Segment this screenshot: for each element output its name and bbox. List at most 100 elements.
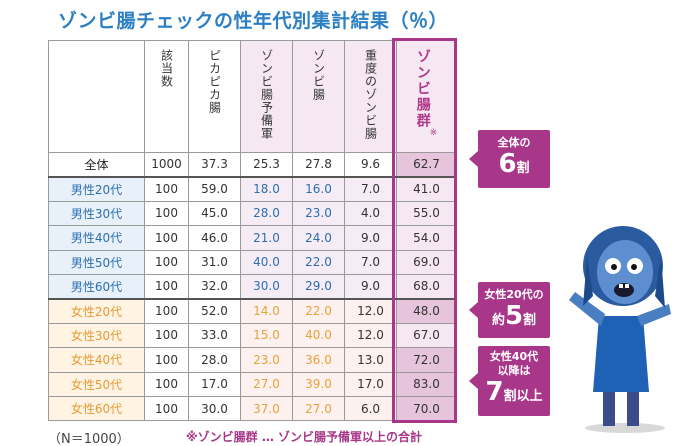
header-note-mark: ※	[429, 128, 438, 138]
header-zombie-gut: ゾンビ腸	[292, 40, 345, 153]
table-cell: 100	[144, 225, 189, 251]
table-cell-pink: 9.6	[344, 151, 397, 178]
callout-total-suffix: 割	[516, 161, 530, 176]
table-cell: 59.0	[188, 176, 241, 202]
table-cell: 32.0	[188, 273, 241, 300]
table-row: 男性40代 100 46.0 21.0 24.0 9.0 54.0	[48, 225, 457, 251]
zombie-mouth	[614, 283, 634, 297]
table-row: 男性50代 100 31.0 40.0 22.0 7.0 69.0	[48, 249, 457, 275]
row-label: 女性60代	[48, 395, 145, 422]
zombie-arm-left	[569, 292, 605, 326]
table-cell: 100	[144, 395, 189, 422]
callout-female20-prefix: 約	[491, 313, 505, 328]
table-row: 女性40代 100 28.0 23.0 36.0 13.0 72.0	[48, 347, 457, 373]
header-corner	[48, 40, 145, 153]
table-cell-pink: 39.0	[292, 371, 345, 397]
table-row: 男性20代 100 59.0 18.0 16.0 7.0 41.0	[48, 176, 457, 202]
table-cell-pink: 18.0	[240, 176, 293, 202]
zombie-leg-right	[627, 386, 639, 426]
table-cell-pink: 23.0	[240, 347, 293, 373]
header-zombie-group: ゾンビ腸群※	[396, 40, 457, 153]
table-cell-pink: 22.0	[292, 249, 345, 275]
header-zombie-reserve: ゾンビ腸予備軍	[240, 40, 293, 153]
table-cell: 100	[144, 249, 189, 275]
table-row: 全体 1000 37.3 25.3 27.8 9.6 62.7	[48, 151, 457, 178]
table-cell-pink: 13.0	[344, 347, 397, 373]
table-cell-pink: 9.0	[344, 225, 397, 251]
table-cell-pink: 21.0	[240, 225, 293, 251]
table-cell-pink: 40.0	[240, 249, 293, 275]
table-row: 女性60代 100 30.0 37.0 27.0 6.0 70.0	[48, 395, 457, 422]
table-cell-zombie-group: 83.0	[396, 371, 457, 397]
zombie-illustration	[569, 226, 671, 433]
table-cell: 45.0	[188, 200, 241, 227]
table-cell: 37.3	[188, 151, 241, 178]
row-label: 男性50代	[48, 249, 145, 275]
row-label: 女性20代	[48, 297, 145, 324]
table-cell-pink: 27.8	[292, 151, 345, 178]
table-cell-zombie-group: 68.0	[396, 273, 457, 300]
header-clean-gut: ピカピカ腸	[188, 40, 241, 153]
callout-total-small: 全体の	[497, 136, 531, 149]
table-cell-pink: 9.0	[344, 273, 397, 300]
chart-title: ゾンビ腸チェックの性年代別集計結果（％）	[58, 10, 449, 32]
table-cell-pink: 12.0	[344, 322, 397, 349]
table-cell-pink: 22.0	[292, 297, 345, 324]
table-cell-pink: 14.0	[240, 297, 293, 324]
table-cell: 46.0	[188, 225, 241, 251]
row-label: 男性40代	[48, 225, 145, 251]
table-row: 女性50代 100 17.0 27.0 39.0 17.0 83.0	[48, 371, 457, 397]
table-cell-pink: 25.3	[240, 151, 293, 178]
table-cell-pink: 27.0	[240, 371, 293, 397]
table-cell: 100	[144, 297, 189, 324]
table-cell: 31.0	[188, 249, 241, 275]
table-cell: 52.0	[188, 297, 241, 324]
table-cell-zombie-group: 67.0	[396, 322, 457, 349]
callout-female40-small: 女性40代	[489, 350, 539, 363]
table-cell-pink: 12.0	[344, 297, 397, 324]
table-cell-pink: 4.0	[344, 200, 397, 227]
table-row: 男性60代 100 32.0 30.0 29.0 9.0 68.0	[48, 273, 457, 300]
callout-female20-small: 女性20代の	[484, 288, 544, 301]
table-cell-pink: 17.0	[344, 371, 397, 397]
table-cell: 28.0	[188, 347, 241, 373]
row-label: 女性40代	[48, 347, 145, 373]
footer-note: ※ゾンビ腸群 … ゾンビ腸予備軍以上の合計	[186, 430, 423, 444]
callout-female40-big: 7	[485, 377, 504, 407]
callout-female40: 女性40代 以降は 7割以上	[469, 346, 550, 416]
table-cell: 17.0	[188, 371, 241, 397]
callout-female40-small2: 以降は	[497, 364, 531, 377]
table-row: 男性30代 100 45.0 28.0 23.0 4.0 55.0	[48, 200, 457, 227]
table-cell: 100	[144, 200, 189, 227]
table-cell-pink: 15.0	[240, 322, 293, 349]
table-cell-pink: 16.0	[292, 176, 345, 202]
row-label: 女性50代	[48, 371, 145, 397]
table-cell-pink: 36.0	[292, 347, 345, 373]
table-cell-zombie-group: 54.0	[396, 225, 457, 251]
callout-female20: 女性20代の 約5割	[469, 282, 550, 338]
table-cell: 100	[144, 322, 189, 349]
callout-female20-suffix: 割	[523, 313, 537, 328]
header-count: 該当数	[144, 40, 189, 153]
table-cell-zombie-group: 69.0	[396, 249, 457, 275]
footer-sample-size: （N＝1000）	[48, 432, 130, 446]
table-cell-pink: 40.0	[292, 322, 345, 349]
table-cell: 1000	[144, 151, 189, 178]
zombie-face	[597, 240, 653, 304]
table-cell-pink: 29.0	[292, 273, 345, 300]
zombie-leg-left	[603, 386, 615, 426]
table-cell-zombie-group: 55.0	[396, 200, 457, 227]
zombie-dress	[593, 316, 649, 392]
row-label: 全体	[48, 151, 145, 178]
callout-female40-suffix: 割以上	[503, 389, 543, 404]
table-cell-pink: 30.0	[240, 273, 293, 300]
table-row: 女性30代 100 33.0 15.0 40.0 12.0 67.0	[48, 322, 457, 349]
table-cell-pink: 7.0	[344, 176, 397, 202]
table-cell-zombie-group: 41.0	[396, 176, 457, 202]
header-row: 該当数 ピカピカ腸 ゾンビ腸予備軍 ゾンビ腸 重度のゾンビ腸 ゾンビ腸群※	[48, 40, 457, 153]
zombie-arm-right	[637, 304, 671, 326]
table-row: 女性20代 100 52.0 14.0 22.0 12.0 48.0	[48, 297, 457, 324]
table-cell: 100	[144, 347, 189, 373]
row-label: 女性30代	[48, 322, 145, 349]
table-cell-pink: 7.0	[344, 249, 397, 275]
